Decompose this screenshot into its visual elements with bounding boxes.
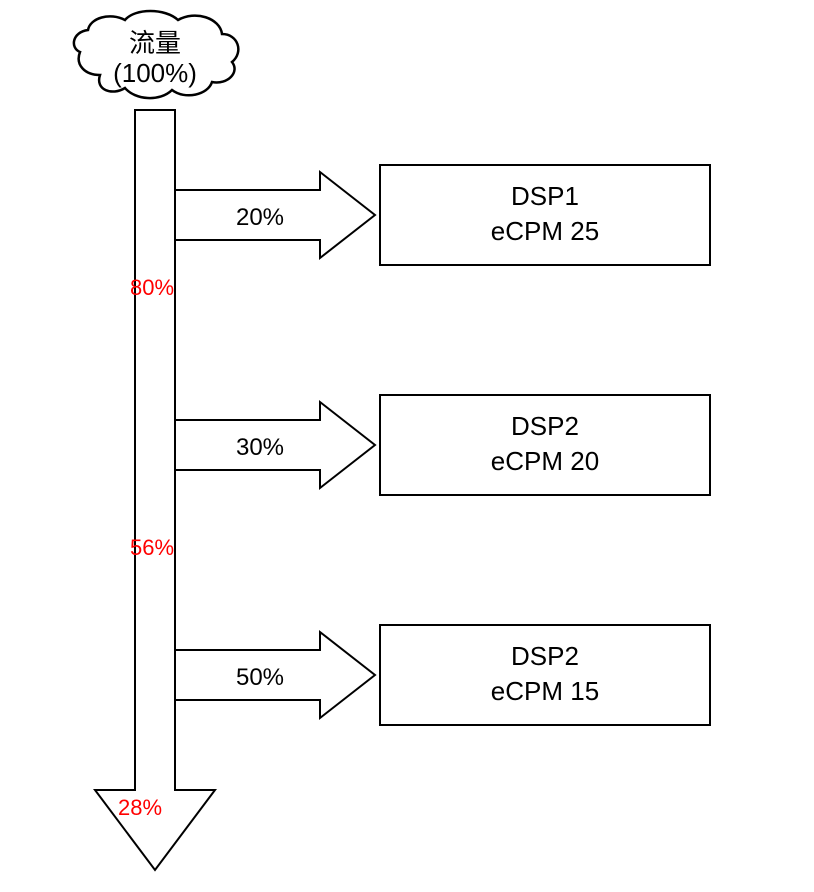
dsp-box-1: DSP1 eCPM 25: [380, 165, 710, 265]
cloud-line1: 流量: [129, 28, 181, 58]
branch-arrow-3: 50%: [175, 632, 375, 718]
dsp-box-3-line2: eCPM 15: [491, 676, 599, 706]
cloud-source: 流量 (100%): [74, 11, 238, 98]
dsp-box-2-line2: eCPM 20: [491, 446, 599, 476]
branch-2-percent: 30%: [236, 434, 284, 461]
branch-1-percent: 20%: [236, 204, 284, 231]
dsp-box-2-line1: DSP2: [511, 411, 579, 441]
branch-arrow-2: 30%: [175, 402, 375, 488]
dsp-box-1-line1: DSP1: [511, 181, 579, 211]
remaining-2: 56%: [130, 535, 174, 560]
dsp-box-3-line1: DSP2: [511, 641, 579, 671]
dsp-box-2: DSP2 eCPM 20: [380, 395, 710, 495]
remaining-1: 80%: [130, 275, 174, 300]
final-percent: 28%: [118, 795, 162, 820]
branch-arrow-1: 20%: [175, 172, 375, 258]
dsp-box-3: DSP2 eCPM 15: [380, 625, 710, 725]
dsp-box-1-line2: eCPM 25: [491, 216, 599, 246]
branch-3-percent: 50%: [236, 664, 284, 691]
cloud-line2: (100%): [113, 58, 197, 88]
